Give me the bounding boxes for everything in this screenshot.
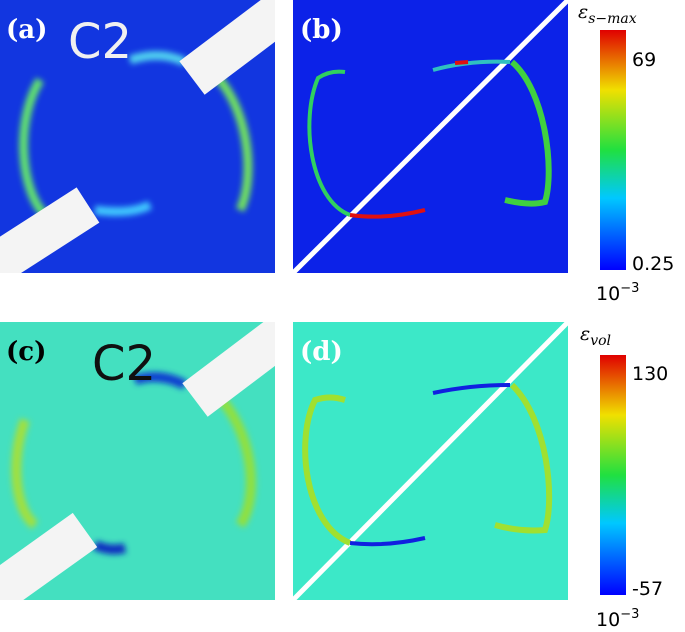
panel-a-image: C2: [0, 0, 275, 273]
colorbar-min: 0.25: [632, 253, 674, 275]
colorbar: [600, 355, 626, 595]
panel-label: (c): [6, 337, 46, 367]
scale-exponent: −3: [620, 281, 639, 296]
panel-d-image: [293, 322, 568, 600]
symbol: ε: [580, 323, 590, 345]
panel-b-image: [293, 0, 568, 273]
scale-base: 10: [596, 609, 620, 631]
colorbar-max: 130: [632, 363, 668, 385]
image-text: C2: [68, 14, 132, 70]
colorbar-scale: 10−3: [596, 281, 639, 305]
scale-exponent: −3: [620, 607, 639, 622]
image-text: C2: [92, 336, 156, 392]
panel-label: (a): [6, 15, 47, 45]
colorbar-title: εvol: [580, 323, 611, 349]
subscript: vol: [590, 333, 611, 349]
colorbar-scale: 10−3: [596, 607, 639, 631]
panel-label: (b): [300, 15, 343, 45]
panel-c-image: C2: [0, 322, 275, 600]
colorbar: [600, 30, 626, 270]
scale-base: 10: [596, 283, 620, 305]
colorbar-min: -57: [632, 578, 663, 600]
subscript: s−max: [588, 11, 637, 27]
colorbar-max: 69: [632, 49, 656, 71]
colorbar-title: εs−max: [578, 1, 637, 27]
panel-label: (d): [300, 337, 343, 367]
symbol: ε: [578, 1, 588, 23]
